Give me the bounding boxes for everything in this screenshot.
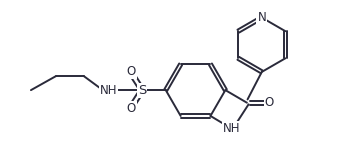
Text: O: O [127,65,136,78]
Text: O: O [265,96,274,109]
Text: N: N [257,11,266,24]
Text: O: O [127,102,136,115]
Text: NH: NH [100,84,117,97]
Text: NH: NH [223,122,241,135]
Text: S: S [138,84,146,97]
